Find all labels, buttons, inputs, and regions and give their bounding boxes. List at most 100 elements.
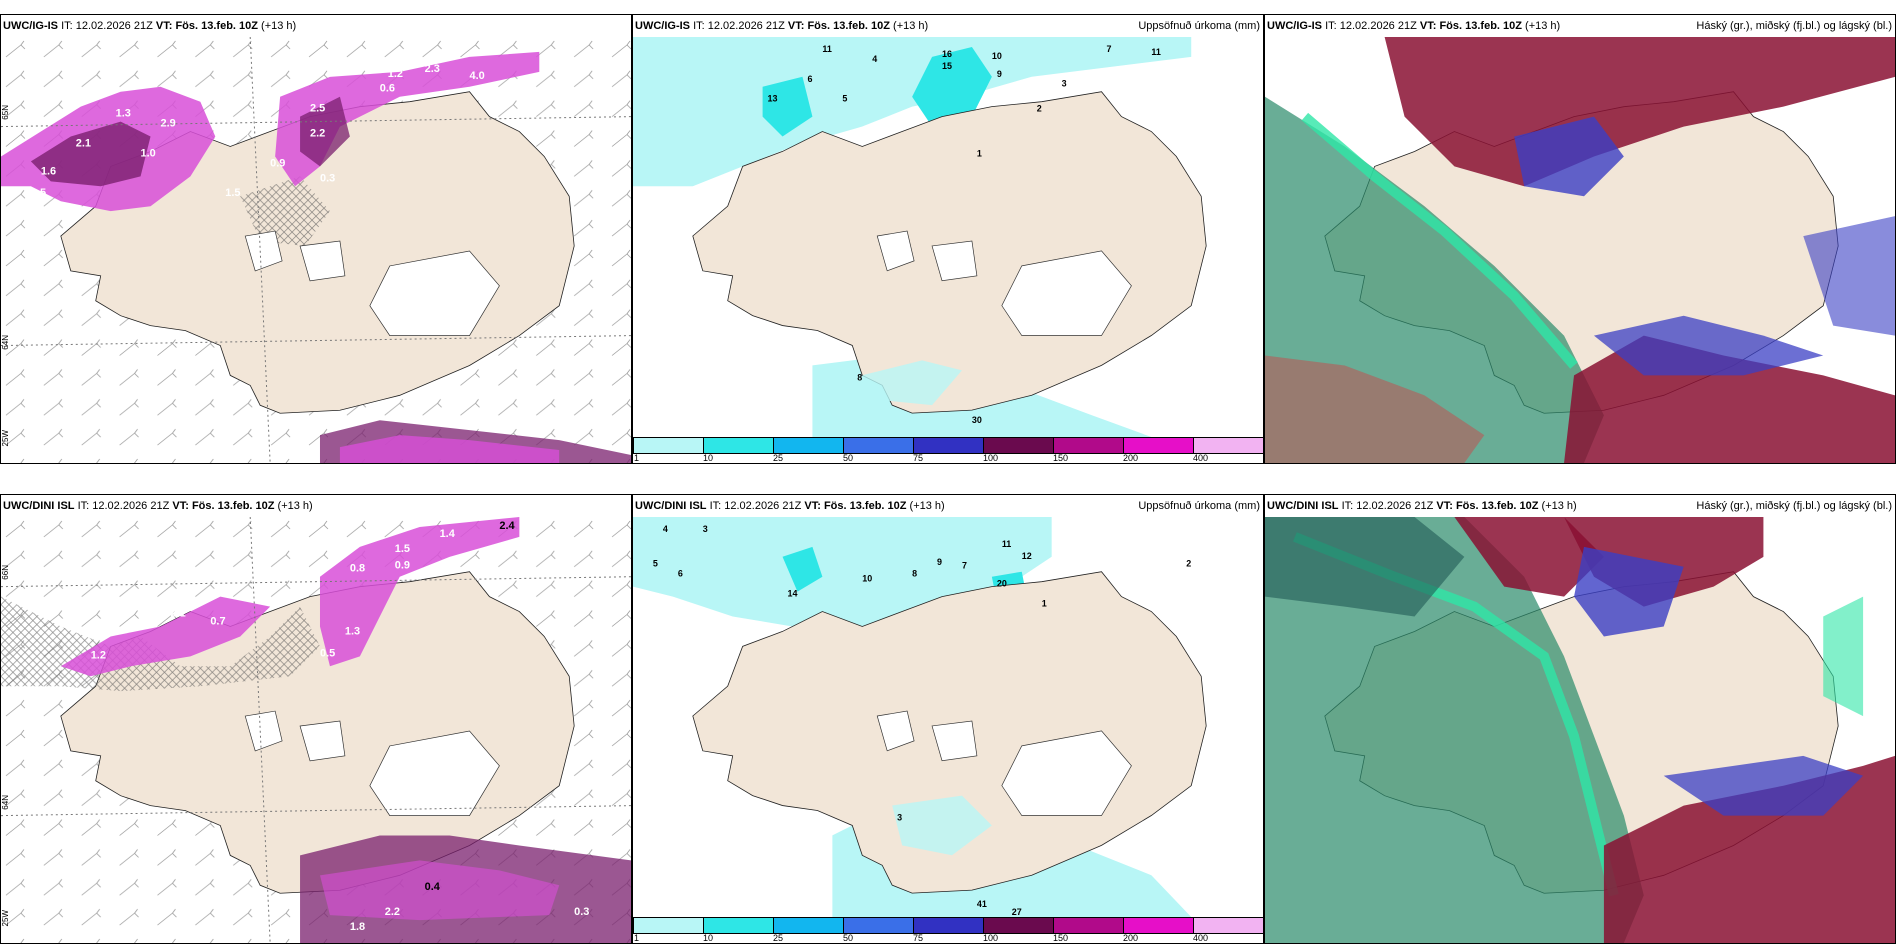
precip-value: 11 [1151,47,1160,57]
precip-value: 6 [807,74,812,84]
vt-label: VT: [1436,500,1453,512]
precip-value: 20 [997,579,1007,589]
precip-value: 2 [1186,559,1191,569]
snow-label: 1.5 [395,543,410,555]
vt-label: VT: [1419,20,1437,32]
snow-label: 1.2 [91,649,106,661]
colorbar-swatch [703,917,774,934]
precip-value: 3 [703,524,708,534]
colorbar-swatch [1123,917,1194,934]
panel-header: UWC/IG-IS IT: 12.02.2026 21Z VT: Fös. 13… [1,15,631,37]
precip-value: 30 [972,415,982,425]
panel-precip-dini: UWC/DINI ISL IT: 12.02.2026 21Z VT: Fös.… [632,494,1264,944]
it-value: 12.02.2026 21Z [1339,20,1417,32]
colorbar-swatch [1053,437,1124,454]
colorbar-swatch [983,437,1054,454]
snow-label: 0.8 [350,563,365,575]
snow-label: 0.3 [574,906,589,918]
colorbar-tick: 150 [1053,453,1069,463]
it-value: 12.02.2026 21Z [75,20,153,32]
map-snow-igis: 1.2 2.3 4.0 0.6 1.6 2.1 1.3 2.9 1.0 0.7 … [1,37,631,463]
model-name: UWC/DINI ISL [1267,500,1339,512]
snow-label: 0.5 [31,187,46,199]
lead-time: (+13 h) [1525,20,1561,32]
precip-value: 6 [678,569,683,579]
snow-label: 0.5 [320,647,335,659]
it-label: IT: [77,500,90,512]
snow-label: 0.9 [395,560,410,572]
vt-value: Fös. 13.feb. 10Z [1439,20,1522,32]
snow-label: 1.0 [141,147,156,159]
field-title: Uppsöfnuð úrkoma (mm) [1138,500,1260,512]
snow-label: 0.7 [240,128,255,140]
colorbar-swatch [773,917,844,934]
panel-header: UWC/DINI ISL IT: 12.02.2026 21Z VT: Fös.… [1265,495,1895,517]
precip-value: 3 [897,812,902,822]
it-label: IT: [1325,20,1337,32]
colorbar: 1 10 25 50 75 100 150 200 400 [633,917,1263,943]
colorbar-tick: 100 [983,933,999,943]
vt-value: Fös. 13.feb. 10Z [807,20,890,32]
field-title: Háský (gr.), miðský (fj.bl.) og lágský (… [1696,20,1892,32]
colorbar-tick: 400 [1193,933,1209,943]
colorbar-swatch [633,437,704,454]
map-clouds-dini [1265,517,1895,943]
map-clouds-igis [1265,37,1895,463]
snow-label: 0.4 [425,881,441,893]
it-value: 12.02.2026 21Z [92,500,170,512]
panel-clouds-igis: UWC/IG-IS IT: 12.02.2026 21Z VT: Fös. 13… [1264,14,1896,464]
precip-value: 5 [653,559,658,569]
colorbar-tick: 400 [1193,453,1209,463]
model-name: UWC/IG-IS [1267,20,1322,32]
precip-value: 11 [1002,539,1011,549]
snow-label: 0.6 [380,83,395,95]
colorbar-swatch [843,917,914,934]
model-name: UWC/IG-IS [635,20,690,32]
snow-label: 4.0 [470,70,485,82]
colorbar-tick: 75 [913,453,924,463]
snow-label: 0.7 [210,616,225,628]
it-value: 12.02.2026 21Z [1356,500,1434,512]
it-label: IT: [693,20,705,32]
precip-value: 1 [977,148,982,158]
precip-value: 7 [962,561,967,571]
precip-value: 8 [857,372,862,382]
colorbar-tick: 10 [703,453,714,463]
snow-label: 0.3 [320,172,335,184]
snow-label: 1.3 [345,625,360,637]
colorbar-tick: 1 [634,453,640,463]
precip-value: 2 [1037,104,1042,114]
precip-value: 8 [912,569,917,579]
colorbar-swatch [913,437,984,454]
panel-header: UWC/DINI ISL IT: 12.02.2026 21Z VT: Fös.… [1,495,631,517]
snow-label: 1.8 [350,921,365,933]
it-value: 12.02.2026 21Z [707,20,785,32]
panel-snow-dini: UWC/DINI ISL IT: 12.02.2026 21Z VT: Fös.… [0,494,632,944]
colorbar-swatch [983,917,1054,934]
colorbar: 1 10 25 50 75 100 150 200 400 [633,437,1263,463]
precip-value: 9 [937,557,942,567]
field-title: Uppsöfnuð úrkoma (mm) [1138,20,1260,32]
lead-time: (+13 h) [1541,500,1577,512]
snow-label: 2.9 [160,118,175,130]
colorbar-swatch [773,437,844,454]
vt-label: VT: [787,20,805,32]
precip-value: 15 [942,61,952,71]
colorbar-tick: 1 [634,933,640,943]
colorbar-tick: 100 [983,453,999,463]
snow-label: 2.1 [170,608,185,620]
snow-label: 1.6 [41,165,56,177]
model-name: UWC/DINI ISL [3,500,75,512]
precip-value: 12 [1022,551,1032,561]
precip-value: 16 [942,49,952,59]
colorbar-swatch [1193,917,1263,934]
map-snow-dini: 1.5 0.9 1.4 2.4 0.8 2.1 0.7 1.2 0.5 1.3 … [1,517,631,943]
lead-time: (+13 h) [909,500,945,512]
precip-value: 3 [1062,79,1067,89]
colorbar-swatch [633,917,704,934]
field-title: Háský (gr.), miðský (fj.bl.) og lágský (… [1696,500,1892,512]
precip-value: 11 [822,44,831,54]
colorbar-swatch [1053,917,1124,934]
colorbar-tick: 25 [773,933,784,943]
precip-value: 14 [788,589,798,599]
